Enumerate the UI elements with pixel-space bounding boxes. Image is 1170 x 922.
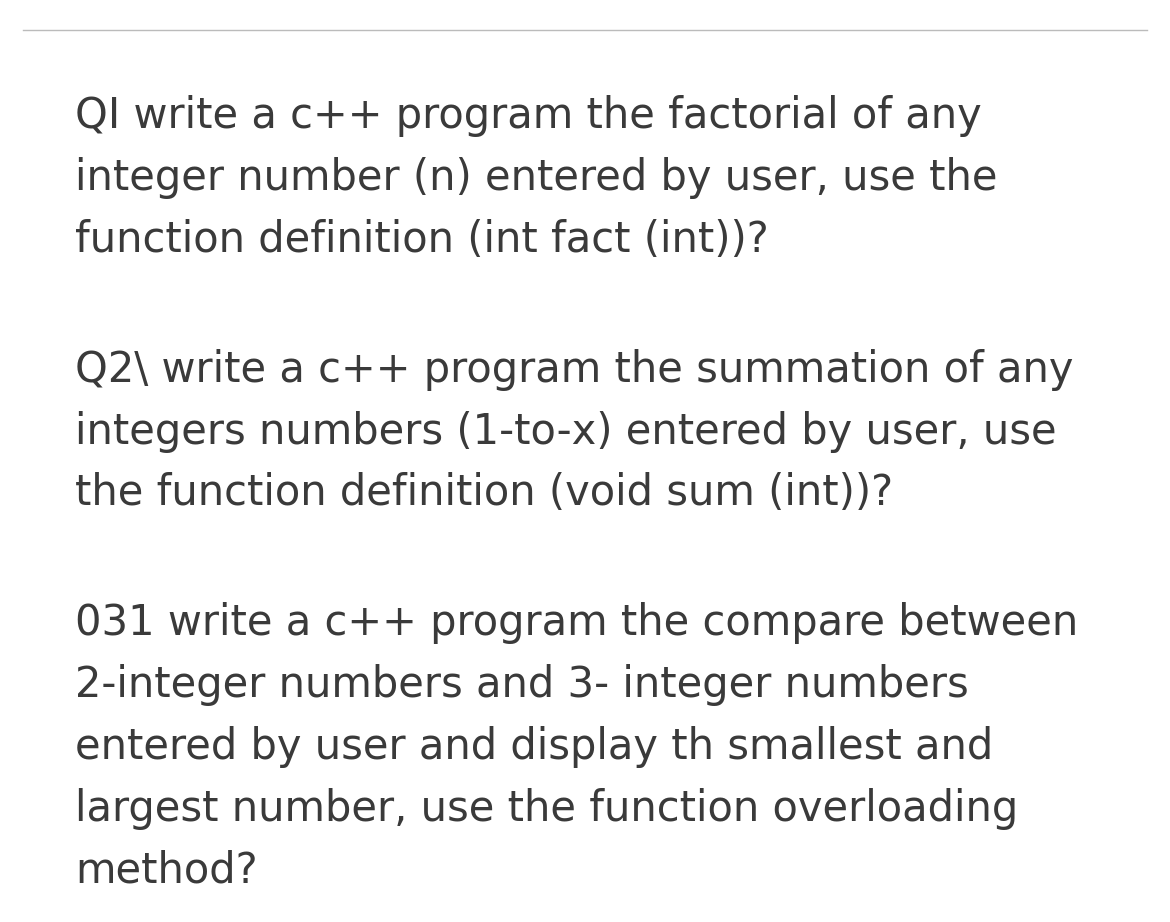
Text: Q2\ write a c++ program the summation of any
integers numbers (1-to-x) entered b: Q2\ write a c++ program the summation of… <box>75 349 1074 514</box>
Text: QI write a c++ program the factorial of any
integer number (n) entered by user, : QI write a c++ program the factorial of … <box>75 95 998 261</box>
Text: 031 write a c++ program the compare between
2-integer numbers and 3- integer num: 031 write a c++ program the compare betw… <box>75 602 1079 892</box>
